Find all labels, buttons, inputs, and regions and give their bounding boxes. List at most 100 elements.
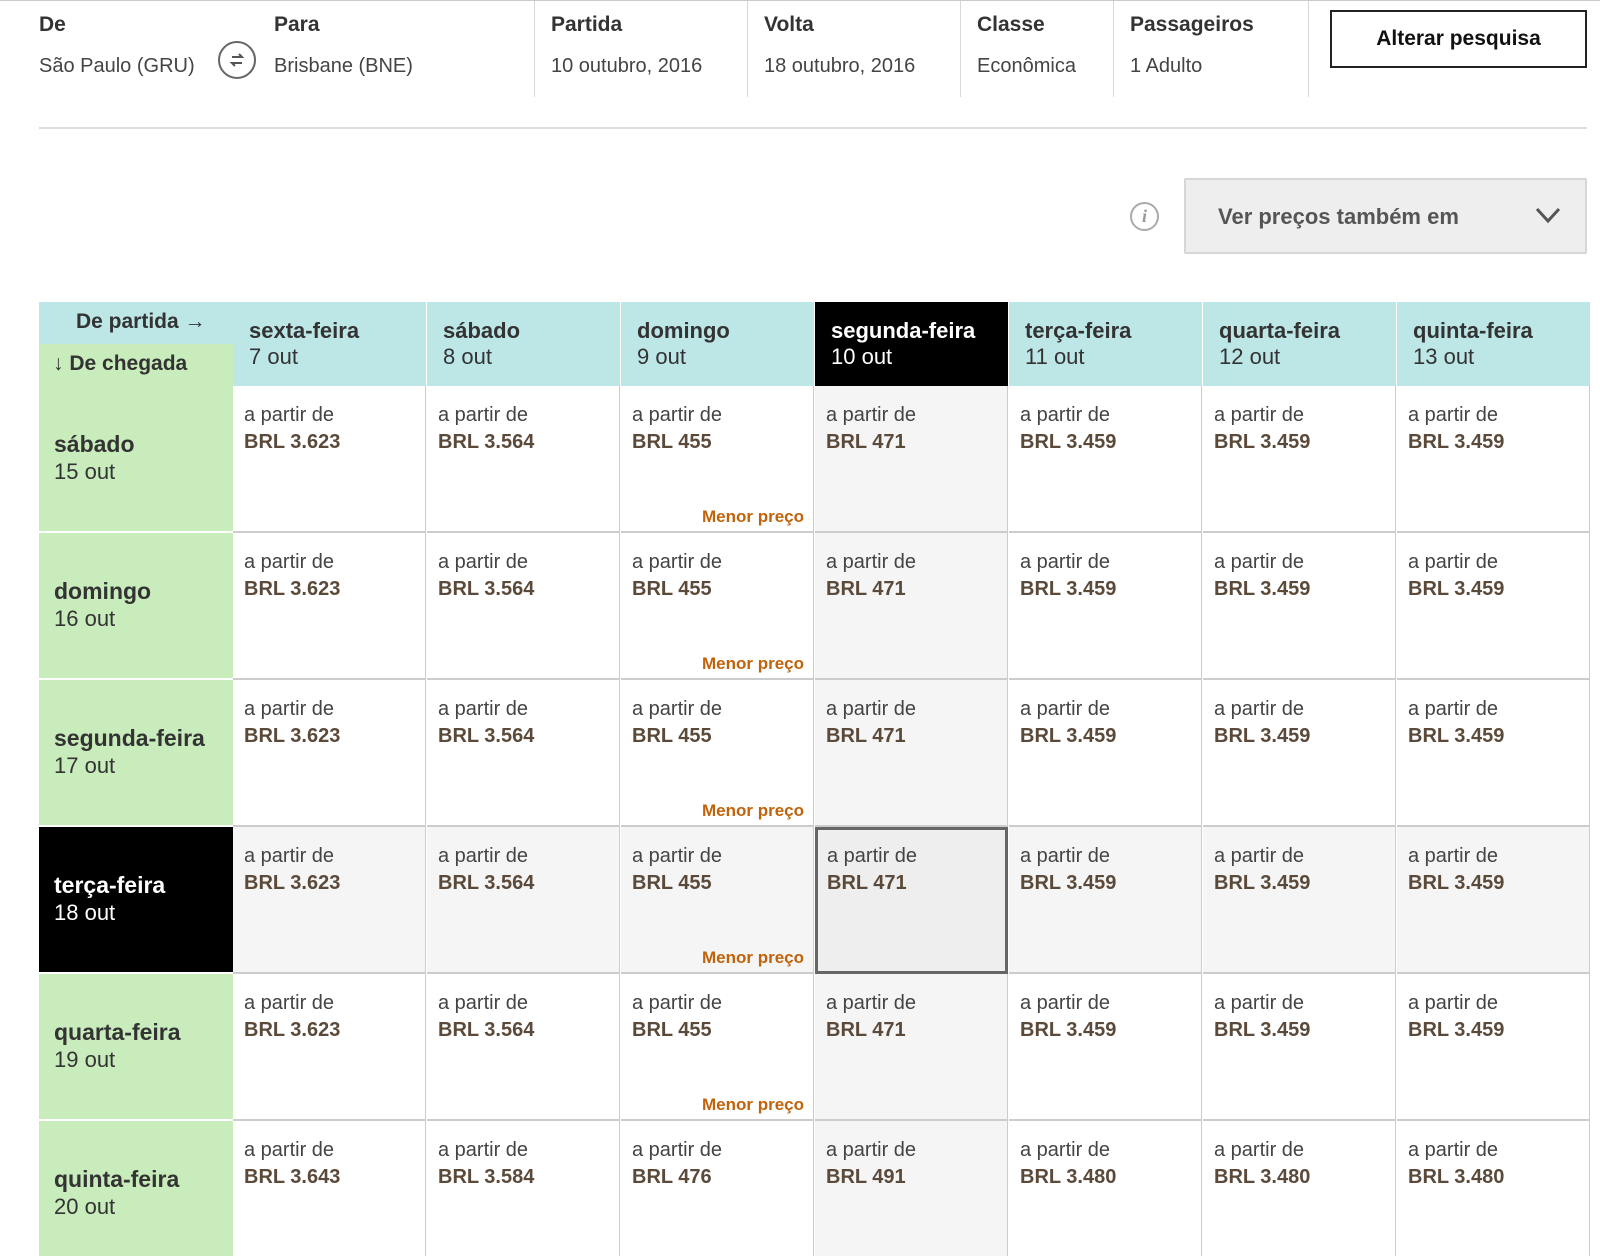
price-cell[interactable]: a partir de BRL 3.459 [1009,827,1202,974]
price-prefix: a partir de [1214,845,1305,867]
price-prefix: a partir de [1020,845,1111,867]
price-cell[interactable]: a partir de BRL 3.623 [233,974,426,1121]
price-cell[interactable]: a partir de BRL 3.623 [233,386,426,533]
price-cell[interactable]: a partir de BRL 3.480 [1009,1121,1202,1256]
price-prefix: a partir de [1408,845,1499,867]
info-icon[interactable]: i [1130,202,1159,231]
price-cell[interactable]: a partir de BRL 3.459 [1009,533,1202,680]
price-cell[interactable]: a partir de BRL 3.459 [1397,680,1590,827]
price-cell[interactable]: a partir de BRL 471 [815,533,1008,680]
price-prefix: a partir de [632,992,723,1014]
price-cell[interactable]: a partir de BRL 3.564 [427,680,620,827]
departure-column-header[interactable]: sábado 8 out [427,302,620,386]
return-label: Volta [764,13,814,36]
lowest-price-badge: Menor preço [701,654,804,673]
return-date: 15 out [54,459,116,484]
price-cell[interactable]: a partir de BRL 3.459 [1203,386,1396,533]
price-cell[interactable]: a partir de BRL 455 Menor preço [621,827,814,974]
price-value: BRL 3.564 [438,1019,535,1041]
price-cell[interactable]: a partir de BRL 476 [621,1121,814,1256]
price-cell[interactable]: a partir de BRL 3.584 [427,1121,620,1256]
price-cell[interactable]: a partir de BRL 3.459 [1397,827,1590,974]
price-prefix: a partir de [438,845,529,867]
price-cell[interactable]: a partir de BRL 3.459 [1397,386,1590,533]
return-row-header[interactable]: terça-feira 18 out [39,827,233,973]
price-cell[interactable]: a partir de BRL 3.459 [1397,974,1590,1121]
return-row-header[interactable]: quinta-feira 20 out [39,1121,233,1256]
currency-select[interactable]: Ver preços também em [1184,178,1587,254]
price-prefix: a partir de [244,698,335,720]
departure-day: quinta-feira [1413,318,1533,343]
price-prefix: a partir de [632,404,723,426]
price-cell[interactable]: a partir de BRL 3.623 [233,827,426,974]
price-value: BRL 3.480 [1214,1166,1311,1188]
price-value: BRL 3.623 [244,578,341,600]
price-value: BRL 3.564 [438,872,535,894]
price-cell[interactable]: a partir de BRL 491 [815,1121,1008,1256]
return-date: 17 out [54,753,116,778]
price-cell[interactable]: a partir de BRL 3.564 [427,827,620,974]
price-value: BRL 3.480 [1020,1166,1117,1188]
departure-column-header[interactable]: terça-feira 11 out [1009,302,1202,386]
price-cell[interactable]: a partir de BRL 455 Menor preço [621,386,814,533]
swap-icon[interactable] [218,41,256,79]
departure-value: 10 outubro, 2016 [551,55,703,77]
price-cell[interactable]: a partir de BRL 471 [815,680,1008,827]
price-cell[interactable]: a partir de BRL 3.480 [1203,1121,1396,1256]
price-cell[interactable]: a partir de BRL 3.564 [427,386,620,533]
price-prefix: a partir de [244,992,335,1014]
price-cell[interactable]: a partir de BRL 3.459 [1009,386,1202,533]
price-cell[interactable]: a partir de BRL 3.623 [233,680,426,827]
departure-column-header[interactable]: quarta-feira 12 out [1203,302,1396,386]
return-row-header[interactable]: segunda-feira 17 out [39,680,233,826]
passengers-value: 1 Adulto [1130,55,1203,77]
departure-day: sexta-feira [249,318,360,343]
departure-column-header[interactable]: sexta-feira 7 out [233,302,426,386]
price-cell[interactable]: a partir de BRL 3.459 [1397,533,1590,680]
price-prefix: a partir de [826,1139,917,1161]
price-cell[interactable]: a partir de BRL 455 Menor preço [621,974,814,1121]
price-cell[interactable]: a partir de BRL 3.459 [1009,680,1202,827]
price-value: BRL 471 [826,431,906,453]
departure-column-header[interactable]: domingo 9 out [621,302,814,386]
price-cell-selected[interactable]: a partir de BRL 471 [815,827,1008,974]
price-prefix: a partir de [1408,404,1499,426]
departure-column-header[interactable]: segunda-feira 10 out [815,302,1008,386]
price-value: BRL 3.459 [1214,872,1311,894]
return-date: 20 out [54,1194,116,1219]
change-search-button[interactable]: Alterar pesquisa [1330,10,1587,68]
price-cell[interactable]: a partir de BRL 3.564 [427,533,620,680]
departure-date: 8 out [443,344,492,369]
return-row-header[interactable]: domingo 16 out [39,533,233,679]
price-cell[interactable]: a partir de BRL 3.623 [233,533,426,680]
price-cell[interactable]: a partir de BRL 471 [815,974,1008,1121]
price-value: BRL 3.459 [1214,578,1311,600]
return-row-header[interactable]: quarta-feira 19 out [39,974,233,1120]
price-cell[interactable]: a partir de BRL 3.643 [233,1121,426,1256]
price-cell[interactable]: a partir de BRL 455 Menor preço [621,680,814,827]
price-cell[interactable]: a partir de BRL 3.459 [1203,827,1396,974]
departure-column-header[interactable]: quinta-feira 13 out [1397,302,1590,386]
price-prefix: a partir de [1214,404,1305,426]
price-cell[interactable]: a partir de BRL 455 Menor preço [621,533,814,680]
divider [1308,1,1309,97]
price-cell[interactable]: a partir de BRL 471 [815,386,1008,533]
price-cell[interactable]: a partir de BRL 3.459 [1203,533,1396,680]
price-cell[interactable]: a partir de BRL 3.459 [1009,974,1202,1121]
price-cell[interactable]: a partir de BRL 3.480 [1397,1121,1590,1256]
price-value: BRL 471 [826,725,906,747]
price-cell[interactable]: a partir de BRL 3.459 [1203,680,1396,827]
price-prefix: a partir de [826,698,917,720]
return-row-header[interactable]: sábado 15 out [39,386,233,532]
price-prefix: a partir de [244,404,335,426]
departure-date: 11 out [1025,344,1085,369]
price-value: BRL 3.459 [1408,431,1505,453]
corner-departure-cell: De partida → [39,302,233,344]
price-prefix: a partir de [244,845,335,867]
price-cell[interactable]: a partir de BRL 3.564 [427,974,620,1121]
price-value: BRL 3.623 [244,431,341,453]
price-prefix: a partir de [1020,992,1111,1014]
price-prefix: a partir de [826,992,917,1014]
price-cell[interactable]: a partir de BRL 3.459 [1203,974,1396,1121]
departure-day: sábado [443,318,521,343]
